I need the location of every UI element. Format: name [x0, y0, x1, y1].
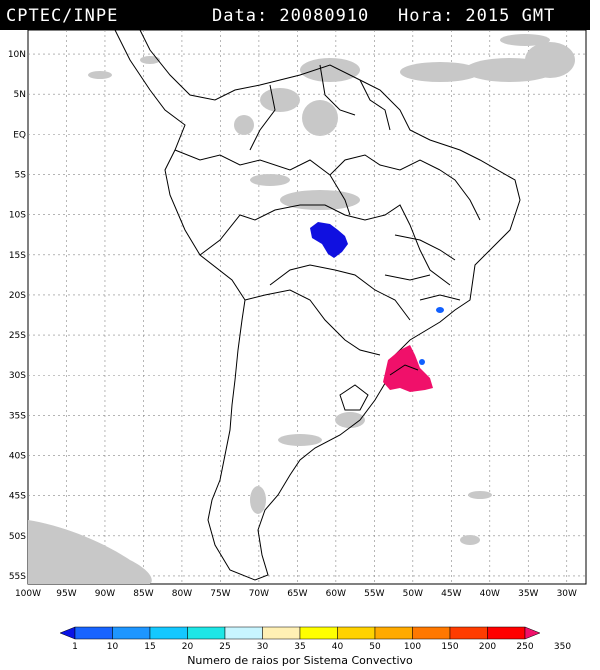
- longitude-label: 75W: [210, 589, 230, 599]
- colorbar-segment: [187, 626, 226, 640]
- time-label: Hora: 2015 GMT: [398, 6, 556, 26]
- colorbar-segment: [112, 626, 151, 640]
- latitude-label: 15S: [9, 251, 26, 261]
- latitude-label: 35S: [9, 411, 26, 421]
- colorbar-segment: [59, 626, 76, 640]
- colorbar-tick-label: 150: [441, 642, 458, 652]
- longitude-label: 60W: [326, 589, 346, 599]
- colorbar-segment: [337, 626, 376, 640]
- longitude-label: 90W: [95, 589, 115, 599]
- cloud-areas: [28, 34, 575, 584]
- colorbar-tick-label: 200: [479, 642, 496, 652]
- graticule: [28, 30, 586, 584]
- colorbar-tick-label: 1: [72, 642, 78, 652]
- latitude-label: 30S: [9, 371, 26, 381]
- continent-outline: [114, 29, 521, 581]
- longitude-label: 50W: [403, 589, 423, 599]
- colorbar-tick-label: 350: [554, 642, 571, 652]
- colorbar-segment: [224, 626, 263, 640]
- date-label: Data: 20080910: [212, 6, 370, 26]
- latitude-label: 55S: [9, 572, 26, 582]
- colorbar-tick-label: 40: [332, 642, 344, 652]
- longitude-label: 70W: [249, 589, 269, 599]
- colorbar-tick-label: 10: [107, 642, 119, 652]
- colorbar-ticks: 1 10 15 20 25 30 35 40 50 100 150 200 250 350: [72, 642, 571, 652]
- latitude-label: 25S: [9, 331, 26, 341]
- colorbar-tick-label: 250: [516, 642, 533, 652]
- latitude-label: 20S: [9, 291, 26, 301]
- colorbar-label: Numero de raios por Sistema Convectivo: [187, 654, 413, 667]
- longitude-label: 80W: [172, 589, 192, 599]
- latitude-label: EQ: [13, 130, 26, 140]
- longitude-label: 40W: [480, 589, 500, 599]
- latitude-label: 50S: [9, 532, 26, 542]
- latitude-labels: 10N 5N EQ 5S 10S 15S 20S 25S 30S 35S 40S 45S 50S 55S: [8, 50, 26, 582]
- colorbar-segment: [149, 626, 188, 640]
- colorbar: [59, 626, 541, 640]
- longitude-label: 85W: [133, 589, 153, 599]
- source-label: CPTEC/INPE: [6, 6, 119, 26]
- colorbar-tick-label: 35: [294, 642, 305, 652]
- colorbar-tick-label: 30: [257, 642, 269, 652]
- colorbar-segment: [524, 626, 541, 640]
- colorbar-tick-label: 100: [404, 642, 421, 652]
- longitude-label: 65W: [287, 589, 307, 599]
- colorbar-tick-label: 15: [144, 642, 155, 652]
- longitude-label: 45W: [441, 589, 461, 599]
- colorbar-segment: [487, 626, 526, 640]
- colorbar-segment: [299, 626, 338, 640]
- longitude-label: 35W: [518, 589, 538, 599]
- colorbar-segment: [412, 626, 451, 640]
- convective-system-mato-grosso: [310, 222, 348, 258]
- colorbar-segment: [374, 626, 413, 640]
- latitude-label: 45S: [9, 492, 26, 502]
- colorbar-segment: [74, 626, 113, 640]
- colorbar-tick-label: 20: [182, 642, 194, 652]
- longitude-label: 30W: [557, 589, 577, 599]
- convective-system-sao-paulo: [419, 307, 444, 365]
- longitude-label: 100W: [15, 589, 41, 599]
- longitude-labels: 100W 95W 90W 85W 80W 75W 70W 65W 60W 55W 50W 45W 40W…: [15, 589, 577, 599]
- colorbar-tick-label: 25: [219, 642, 230, 652]
- latitude-label: 10S: [9, 211, 26, 221]
- map-header: CPTEC/INPE Data: 20080910 Hora: 2015 GMT: [0, 0, 590, 30]
- colorbar-segment: [449, 626, 488, 640]
- longitude-label: 55W: [364, 589, 384, 599]
- colorbar-segment: [262, 626, 301, 640]
- colorbar-tick-label: 50: [369, 642, 381, 652]
- convective-system-rio-grande-do-sul: [383, 345, 433, 392]
- latitude-label: 5S: [15, 171, 27, 181]
- latitude-label: 10N: [8, 50, 26, 60]
- latitude-label: 40S: [9, 452, 26, 462]
- longitude-label: 95W: [56, 589, 76, 599]
- latitude-label: 5N: [14, 90, 26, 100]
